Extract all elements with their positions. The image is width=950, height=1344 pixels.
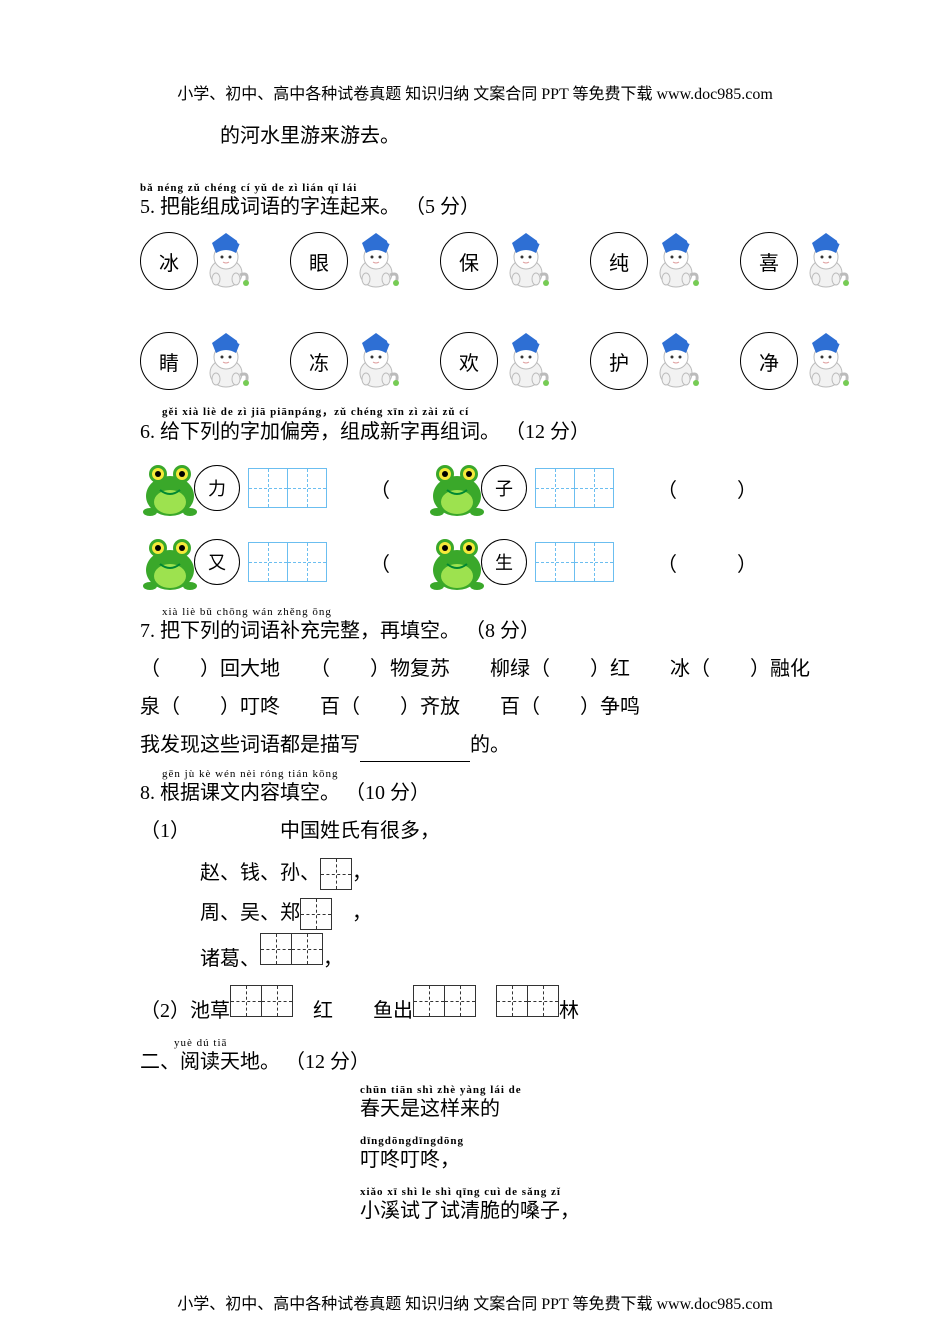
poem-l2-pinyin: xiǎo xī shì le shì qīng cuì de sǎng zǐ — [360, 1186, 850, 1198]
q8-l5[interactable]: （2）池草 红 鱼出 林 — [140, 985, 850, 1027]
q8-l2[interactable]: 赵、钱、孙、， — [200, 853, 850, 893]
char-bubble[interactable]: 睛 — [140, 332, 198, 390]
q6-row-2: 又 （ ） 生 （ ） — [140, 532, 850, 592]
radical-char[interactable]: 子 — [481, 465, 527, 511]
char-bubble[interactable]: 喜 — [740, 232, 798, 290]
char-bubble[interactable]: 冰 — [140, 232, 198, 290]
cat-icon — [652, 331, 700, 391]
char-bubble[interactable]: 欢 — [440, 332, 498, 390]
char-bubble[interactable]: 保 — [440, 232, 498, 290]
cat-icon — [802, 331, 850, 391]
frog-icon — [140, 532, 200, 592]
q8-l3[interactable]: 周、吴、郑 ， — [200, 893, 850, 933]
tian-grid[interactable] — [535, 542, 614, 582]
page-header: 小学、初中、高中各种试卷真题 知识归纳 文案合同 PPT 等免费下载 www.d… — [0, 80, 950, 104]
q7-line1[interactable]: （ ）回大地 （ ）物复苏 柳绿（ ）红 冰（ ）融化 — [140, 653, 850, 685]
q7-conclusion[interactable]: 我发现这些词语都是描写 的。 — [140, 729, 850, 762]
answer-paren[interactable]: （ ） — [657, 474, 757, 503]
poem-l2: 小溪试了试清脆的嗓子， — [360, 1200, 580, 1222]
tian-grid[interactable] — [535, 468, 614, 508]
q8-l4[interactable]: 诸葛、， — [200, 933, 850, 979]
poem: chūn tiān shì zhè yàng lái de 春天是这样来的 dī… — [360, 1084, 850, 1223]
poem-title: 春天是这样来的 — [360, 1098, 500, 1120]
q5-row-top[interactable]: 冰 眼 保 纯 喜 — [140, 231, 850, 291]
q5-pinyin: bǎ néng zǔ chéng cí yǔ de zì lián qǐ lái — [140, 182, 850, 194]
cat-icon — [502, 231, 550, 291]
q6-text: 6. 给下列的字加偏旁，组成新字再组词。 — [140, 421, 500, 443]
char-bubble[interactable]: 净 — [740, 332, 798, 390]
q8-pinyin: gēn jù kè wén nèi róng tián kōng — [162, 768, 850, 780]
q7-pinyin: xià liè bǔ chōng wán zhěng ōng — [162, 606, 850, 618]
char-bubble[interactable]: 护 — [590, 332, 648, 390]
sec2-text: 二、阅读天地。 — [140, 1051, 280, 1073]
q7-line2[interactable]: 泉（ ）叮咚 百（ ）齐放 百（ ）争鸣 — [140, 691, 850, 723]
prev-tail: 的河水里游来游去。 — [220, 120, 850, 152]
q8-body: （1） 中国姓氏有很多， 赵、钱、孙、， 周、吴、郑 ， 诸葛、， （2）池草 … — [140, 815, 850, 1027]
frog-icon — [427, 532, 487, 592]
cat-icon — [202, 331, 250, 391]
q7-pre: 我发现这些词语都是描写 — [140, 734, 360, 756]
q7-post: 的。 — [470, 734, 510, 756]
char-bubble[interactable]: 眼 — [290, 232, 348, 290]
q5-score: （5 分） — [405, 196, 480, 218]
q8-l1: （1） 中国姓氏有很多， — [140, 815, 850, 847]
sec2-pinyin: yuè dú tiā — [174, 1037, 850, 1049]
cat-icon — [352, 331, 400, 391]
char-bubble[interactable]: 纯 — [590, 232, 648, 290]
radical-char[interactable]: 又 — [194, 539, 240, 585]
cat-icon — [202, 231, 250, 291]
cat-icon — [652, 231, 700, 291]
cat-icon — [802, 231, 850, 291]
tian-grid[interactable] — [248, 468, 327, 508]
radical-char[interactable]: 生 — [481, 539, 527, 585]
tian-grid[interactable] — [248, 542, 327, 582]
poem-l1-pinyin: dīngdōngdīngdōng — [360, 1135, 850, 1147]
q6-row-1: 力 （ ） 子 （ ） — [140, 458, 850, 518]
cat-icon — [502, 331, 550, 391]
radical-char[interactable]: 力 — [194, 465, 240, 511]
frog-icon — [140, 458, 200, 518]
cat-icon — [352, 231, 400, 291]
char-bubble[interactable]: 冻 — [290, 332, 348, 390]
poem-l1: 叮咚叮咚， — [360, 1149, 460, 1171]
q7-text: 7. 把下列的词语补充完整，再填空。 — [140, 620, 460, 642]
sec2-score: （12 分） — [285, 1051, 370, 1073]
page-body: 的河水里游来游去。 bǎ néng zǔ chéng cí yǔ de zì l… — [0, 0, 950, 1283]
q6-pinyin: gěi xià liè de zì jiā piānpáng，zǔ chéng … — [162, 403, 850, 419]
frog-icon — [427, 458, 487, 518]
q7-score: （8 分） — [465, 620, 540, 642]
page-footer: 小学、初中、高中各种试卷真题 知识归纳 文案合同 PPT 等免费下载 www.d… — [0, 1290, 950, 1314]
q5-text: 5. 把能组成词语的字连起来。 — [140, 196, 400, 218]
answer-paren[interactable]: （ ） — [657, 548, 757, 577]
q5-row-bottom[interactable]: 睛 冻 欢 护 净 — [140, 331, 850, 391]
q8-text: 8. 根据课文内容填空。 — [140, 782, 340, 804]
q6-score: （12 分） — [505, 421, 590, 443]
poem-title-pinyin: chūn tiān shì zhè yàng lái de — [360, 1084, 850, 1096]
q8-score: （10 分） — [345, 782, 430, 804]
